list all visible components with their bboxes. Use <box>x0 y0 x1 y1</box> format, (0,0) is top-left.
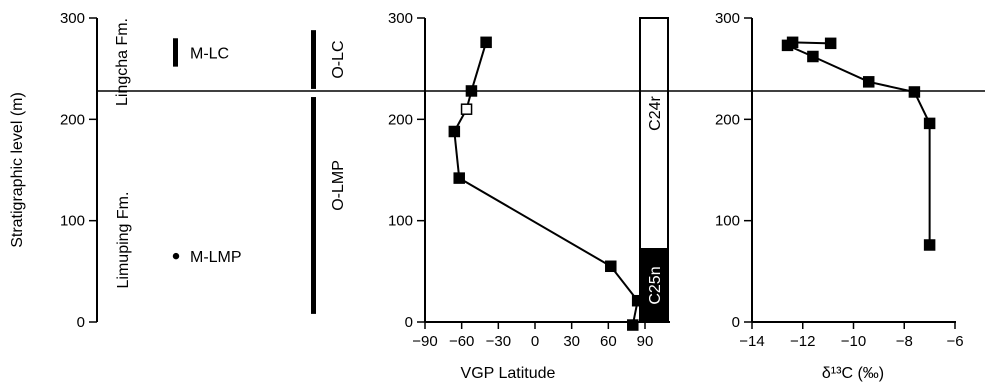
range-label: O-LMP <box>330 160 347 211</box>
data-point <box>627 319 639 331</box>
observation-range-bar <box>311 30 316 89</box>
y-tick-label: 0 <box>77 314 85 331</box>
data-point <box>862 76 875 88</box>
data-point <box>908 86 921 98</box>
x-tick-label: 0 <box>531 333 539 350</box>
data-point <box>605 260 617 273</box>
x-tick-label: −60 <box>449 333 474 350</box>
formation-label-lingcha: Lingcha Fm. <box>114 18 131 106</box>
y-tick-label: 300 <box>715 10 740 27</box>
data-point <box>923 117 936 130</box>
x-tick-label: −10 <box>841 333 866 350</box>
x-tick-label: 90 <box>637 333 654 350</box>
y-tick-label: 200 <box>715 111 740 128</box>
x-tick-label: −8 <box>896 333 913 350</box>
data-point <box>824 37 837 50</box>
observation-range-bar <box>311 97 316 314</box>
panel-carbon-isotope: 0 100 200 300 −14 −12 −10 −8 −6 δ¹³C (‰) <box>715 10 964 382</box>
x-axis-title: VGP Latitude <box>461 365 556 382</box>
x-tick-label: −6 <box>946 333 963 350</box>
polarity-chron-label: C25n <box>647 266 664 304</box>
x-tick-label: −30 <box>486 333 511 350</box>
data-point <box>453 172 465 184</box>
y-axis-title: Stratigraphic level (m) <box>9 92 26 248</box>
y-tick-label: 100 <box>60 213 85 230</box>
x-tick-label: 30 <box>563 333 580 350</box>
data-point <box>631 294 644 307</box>
polarity-chron-label: C24r <box>647 96 664 131</box>
series-line <box>785 41 931 245</box>
sample-label: M-LMP <box>190 249 242 266</box>
x-tick-label: 60 <box>600 333 617 350</box>
range-label: O-LC <box>330 40 347 78</box>
panel-vgp-latitude: C24r C25n 0 100 200 300 −90 −60 −30 0 30 60 90 VGP … <box>388 10 670 382</box>
x-tick-label: −90 <box>412 333 437 350</box>
data-point <box>448 125 461 138</box>
sample-interval-bar <box>173 38 178 67</box>
data-point <box>807 50 819 63</box>
series-line <box>453 42 639 326</box>
data-point <box>781 39 794 52</box>
y-tick-label: 300 <box>388 10 413 27</box>
polarity-chron-box <box>639 17 669 251</box>
y-tick-label: 200 <box>388 111 413 128</box>
y-tick-label: 0 <box>732 314 740 331</box>
sample-point <box>172 252 180 260</box>
y-tick-label: 100 <box>715 213 740 230</box>
sample-label: M-LC <box>190 45 229 62</box>
polarity-chron-box <box>639 248 669 323</box>
panel-stratigraphy: 0 100 200 300 Stratigraphic level (m) Lingc… <box>9 10 347 331</box>
x-tick-label: −12 <box>790 333 815 350</box>
y-tick-label: 300 <box>60 10 85 27</box>
y-tick-label: 200 <box>60 111 85 128</box>
data-point-open <box>460 103 473 115</box>
y-tick-label: 0 <box>405 314 413 331</box>
y-tick-label: 100 <box>388 213 413 230</box>
data-point <box>923 239 936 251</box>
data-point <box>480 36 492 49</box>
x-axis-title: δ¹³C (‰) <box>822 365 884 382</box>
formation-label-limuping: Limuping Fm. <box>115 192 132 289</box>
x-tick-label: −14 <box>739 333 764 350</box>
